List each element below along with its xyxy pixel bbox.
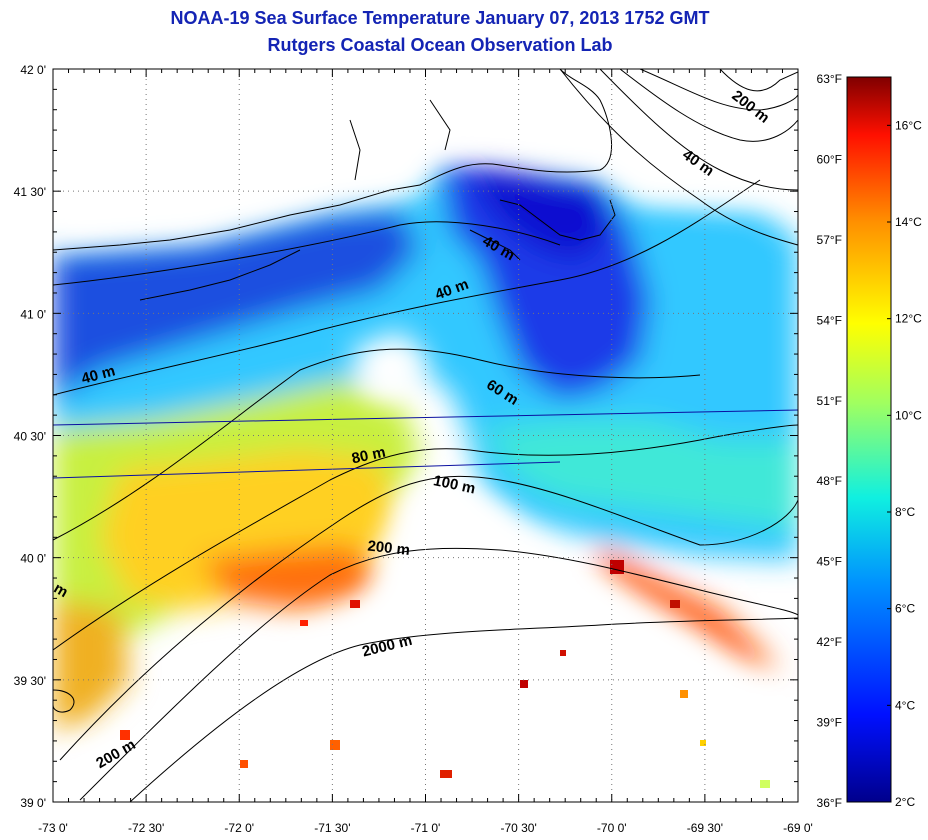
map-subtitle: Rutgers Coastal Ocean Observation Lab <box>267 35 613 55</box>
coastline <box>53 69 616 301</box>
lat-tick-label: 41 30' <box>14 185 46 199</box>
lat-tick-label: 40 0' <box>20 552 46 566</box>
celsius-tick-label: 6°C <box>895 602 915 616</box>
colorbar <box>846 76 892 803</box>
fahrenheit-axis-labels: 63°F 60°F 57°F 54°F 51°F 48°F 45°F 42°F 39°F 36°F <box>817 72 842 810</box>
celsius-tick-label: 8°C <box>895 505 915 519</box>
longitude-axis-labels: -73 0' -72 30' -72 0' -71 30' -71 0' -70 30' -… <box>38 821 813 835</box>
fahrenheit-tick-label: 57°F <box>817 233 842 247</box>
lon-tick-label: -70 0' <box>597 821 627 835</box>
graticule <box>53 69 798 802</box>
fahrenheit-tick-label: 39°F <box>817 716 842 730</box>
celsius-tick-label: 2°C <box>895 795 915 809</box>
fahrenheit-tick-label: 36°F <box>817 796 842 810</box>
frame-ticks <box>52 68 799 803</box>
fahrenheit-tick-label: 54°F <box>817 313 842 327</box>
fahrenheit-tick-label: 45°F <box>817 555 842 569</box>
celsius-tick-label: 14°C <box>895 215 922 229</box>
sst-field <box>53 69 798 802</box>
colorbar-labels: 16°C 14°C 12°C 10°C 8°C 6°C 4°C 2°C <box>887 118 922 809</box>
celsius-tick-label: 4°C <box>895 698 915 712</box>
fahrenheit-tick-label: 48°F <box>817 474 842 488</box>
lon-tick-label: -73 0' <box>38 821 68 835</box>
lon-tick-label: -72 30' <box>128 821 164 835</box>
lon-tick-label: -71 0' <box>411 821 441 835</box>
lon-tick-label: -70 30' <box>500 821 536 835</box>
fahrenheit-tick-label: 63°F <box>817 72 842 86</box>
celsius-tick-label: 16°C <box>895 118 922 132</box>
lon-tick-label: -72 0' <box>224 821 254 835</box>
latitude-axis-labels: 42 0' 41 30' 41 0' 40 30' 40 0' 39 30' 39 0' <box>14 63 46 810</box>
lat-tick-label: 39 0' <box>20 796 46 810</box>
contour-label: 200 m <box>367 538 411 559</box>
bathymetry-contours <box>53 69 798 802</box>
lat-tick-label: 39 30' <box>14 674 46 688</box>
lat-tick-label: 42 0' <box>20 63 46 77</box>
contour-label: 80 m <box>350 444 387 468</box>
fahrenheit-tick-label: 51°F <box>817 394 842 408</box>
fahrenheit-tick-label: 60°F <box>817 152 842 166</box>
lat-tick-label: 40 30' <box>14 430 46 444</box>
lon-tick-label: -69 30' <box>687 821 723 835</box>
celsius-tick-label: 10°C <box>895 408 922 422</box>
lon-tick-label: -69 0' <box>783 821 813 835</box>
fahrenheit-tick-label: 42°F <box>817 635 842 649</box>
lon-tick-label: -71 30' <box>314 821 350 835</box>
map-title: NOAA-19 Sea Surface Temperature January … <box>170 8 710 28</box>
celsius-tick-label: 12°C <box>895 312 922 326</box>
lat-tick-label: 41 0' <box>20 307 46 321</box>
